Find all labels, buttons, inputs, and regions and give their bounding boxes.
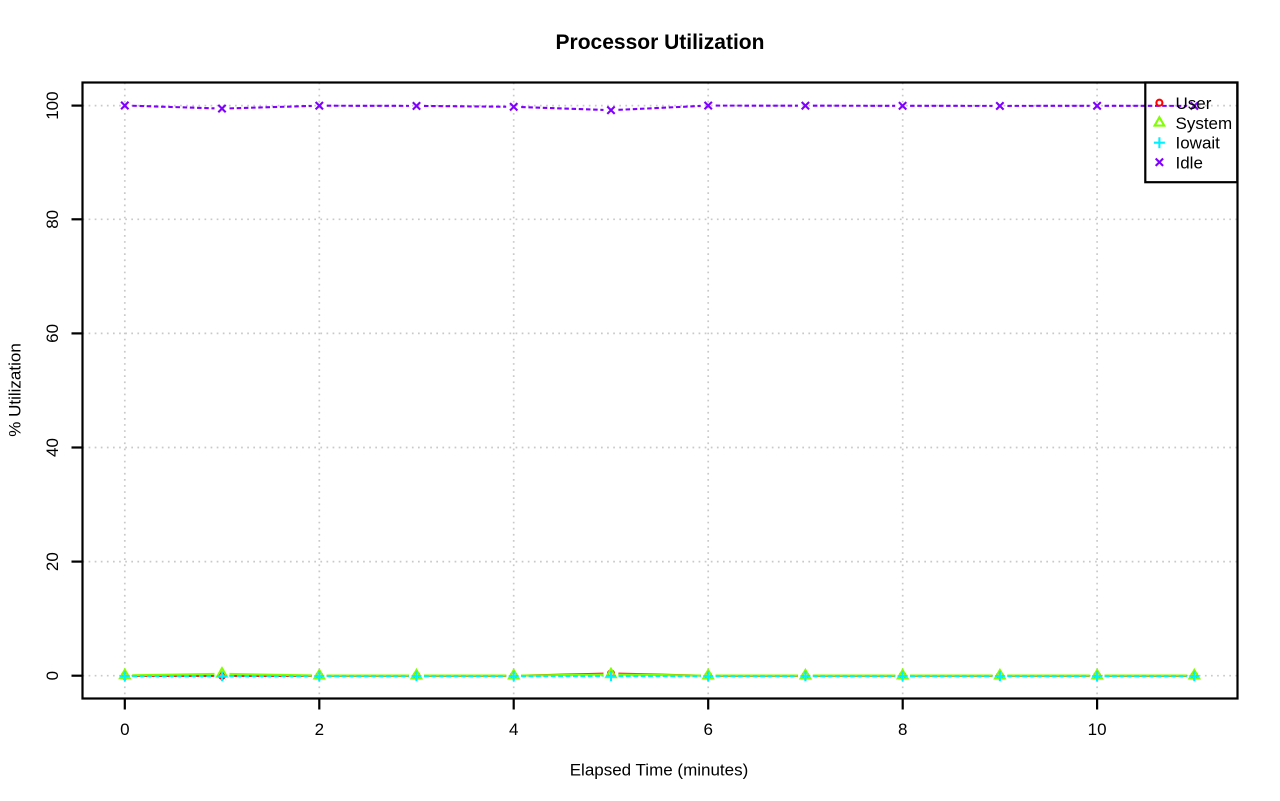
svg-text:Processor Utilization: Processor Utilization <box>556 31 765 54</box>
svg-text:40: 40 <box>43 438 62 457</box>
svg-text:% Utilization: % Utilization <box>6 343 25 437</box>
svg-text:80: 80 <box>43 210 62 229</box>
svg-text:0: 0 <box>43 671 62 680</box>
svg-text:6: 6 <box>703 720 712 739</box>
svg-text:10: 10 <box>1088 720 1107 739</box>
svg-text:System: System <box>1176 114 1233 133</box>
svg-text:Iowait: Iowait <box>1176 134 1221 153</box>
svg-text:Elapsed Time (minutes): Elapsed Time (minutes) <box>570 761 749 780</box>
svg-text:60: 60 <box>43 324 62 343</box>
svg-text:Idle: Idle <box>1176 154 1203 173</box>
svg-text:0: 0 <box>120 720 129 739</box>
svg-text:2: 2 <box>315 720 324 739</box>
svg-text:4: 4 <box>509 720 518 739</box>
svg-text:20: 20 <box>43 552 62 571</box>
svg-text:8: 8 <box>898 720 907 739</box>
svg-text:100: 100 <box>43 91 62 119</box>
svg-text:User: User <box>1176 94 1212 113</box>
